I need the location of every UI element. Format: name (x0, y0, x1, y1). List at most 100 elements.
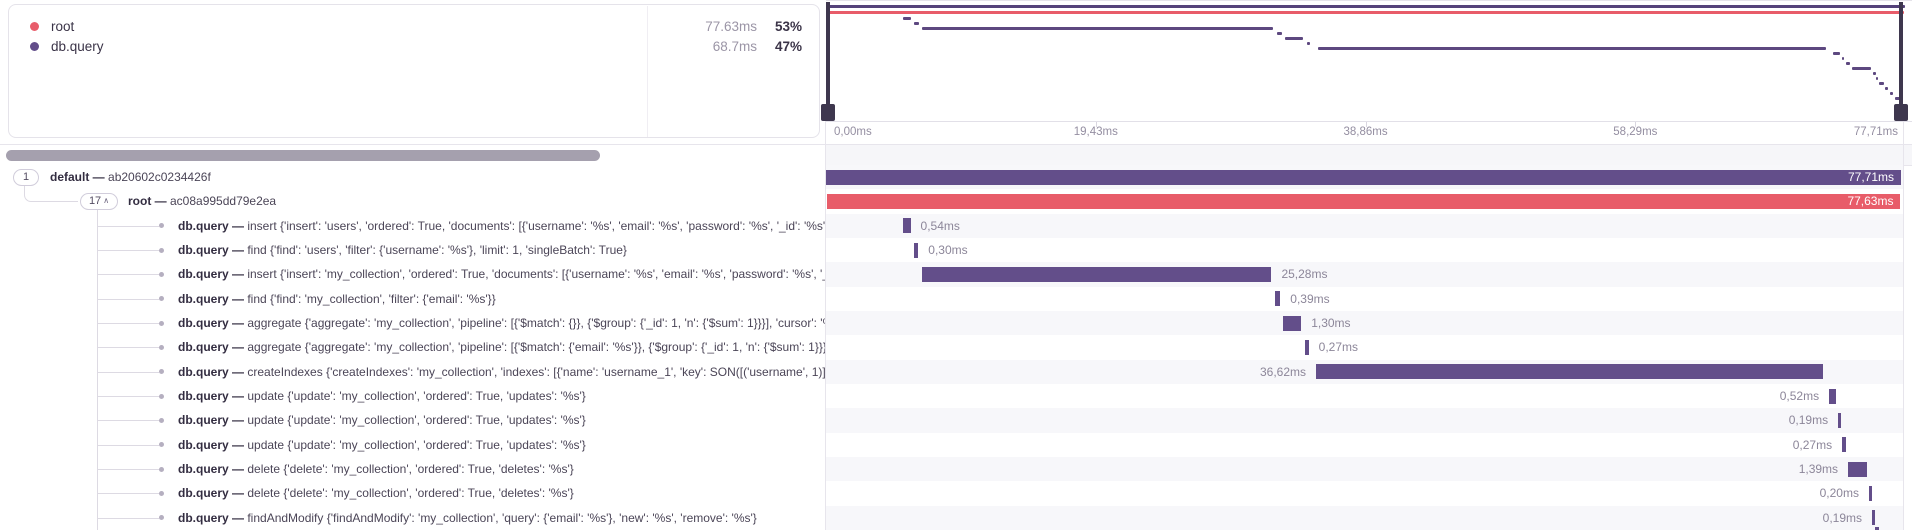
bar-duration-label: 77,71ms (1848, 170, 1895, 185)
span-label: root — ac08a995dd79e2ea (128, 189, 276, 213)
span-duration-bar[interactable] (1838, 412, 1841, 428)
span-duration-bar-clipped[interactable] (1875, 527, 1880, 530)
span-operation-name: root (128, 194, 152, 209)
collapse-badge[interactable]: 17 ∧ (80, 192, 118, 210)
span-name-separator: — (228, 510, 248, 525)
minimap-right-handle[interactable] (1899, 2, 1903, 104)
span-duration-bar[interactable] (1842, 437, 1846, 453)
tree-connector-dot (159, 344, 164, 350)
waterfall-row: 0,39ms (826, 287, 1903, 311)
span-duration-bar[interactable] (1316, 364, 1823, 380)
tree-row-db.query[interactable]: db.query — insert {'insert': 'users', 'o… (0, 213, 825, 238)
legend-item-db.query[interactable]: db.query 68.7ms 47% (9, 37, 819, 57)
tree-row-default[interactable]: 1 default — ab20602c0234426f (0, 165, 825, 190)
span-operation-name: default (50, 170, 90, 184)
span-duration-bar[interactable] (903, 218, 911, 234)
span-name-separator: — (228, 364, 248, 379)
tree-row-db.query[interactable]: db.query — insert {'insert': 'my_collect… (0, 262, 825, 287)
legend-percent: 47% (774, 39, 802, 54)
tree-connector-line (97, 250, 159, 252)
axis-tick-mark (1635, 122, 1637, 127)
bar-duration-label: 0,52ms (1779, 389, 1820, 404)
minimap-span-root (826, 11, 1905, 14)
span-duration-bar[interactable]: 77,71ms (826, 169, 1902, 185)
waterfall-header-strip (826, 145, 1912, 165)
chevron-up-icon[interactable]: ∧ (103, 195, 110, 205)
tree-row-db.query[interactable]: db.query — update {'update': 'my_collect… (0, 432, 825, 457)
waterfall-row: 0,52ms (826, 384, 1903, 408)
span-name-separator: — (228, 461, 248, 476)
tree-connector-dot (159, 247, 164, 253)
tree-row-db.query[interactable]: db.query — findAndModify {'findAndModify… (0, 505, 825, 530)
minimap-span-child (1885, 87, 1889, 90)
legend-span-name: db.query (51, 39, 104, 54)
span-duration-bar[interactable] (1871, 510, 1875, 526)
waterfall-row: 25,28ms (826, 262, 1903, 287)
tree-connector-dot (159, 271, 164, 277)
span-duration-bar[interactable] (1829, 388, 1837, 404)
span-duration-bar[interactable] (1848, 461, 1868, 477)
span-duration-bar[interactable] (1868, 485, 1872, 501)
axis-tick-label: 58,29ms (1613, 126, 1658, 138)
tree-row-db.query[interactable]: db.query — find {'find': 'my_collection'… (0, 286, 825, 311)
tree-row-db.query[interactable]: db.query — find {'find': 'users', 'filte… (0, 237, 825, 263)
span-detail-text: find {'find': 'users', 'filter': {'usern… (247, 242, 627, 257)
waterfall-row: 0,30ms (826, 238, 1903, 262)
waterfall-row: 0,19ms (826, 505, 1903, 530)
span-label: db.query — find {'find': 'my_collection'… (178, 287, 496, 311)
span-label: db.query — update {'update': 'my_collect… (178, 433, 586, 457)
collapse-badge[interactable]: 1 (13, 168, 39, 186)
minimap-span-child (1879, 82, 1885, 85)
span-name-separator: — (228, 218, 248, 233)
axis-tick-label: 38,86ms (1343, 126, 1388, 138)
tree-connector-dot (159, 417, 164, 423)
vertical-scrollbar-track[interactable] (1903, 122, 1904, 530)
span-duration-bar[interactable] (1274, 291, 1281, 307)
minimap-right-handle-grip[interactable] (1894, 104, 1908, 121)
span-name-separator: — (228, 413, 248, 428)
waterfall-row: 0,27ms (826, 433, 1903, 457)
tree-row-db.query[interactable]: db.query — update {'update': 'my_collect… (0, 383, 825, 409)
tree-connector-line (97, 371, 159, 373)
legend-duration: 68.7ms (712, 39, 757, 54)
tree-row-db.query[interactable]: db.query — delete {'delete': 'my_collect… (0, 456, 825, 482)
minimap-span-child (1841, 57, 1845, 60)
tree-row-root[interactable]: 17 ∧ root — ac08a995dd79e2ea (0, 189, 825, 214)
span-detail-text: insert {'insert': 'my_collection', 'orde… (247, 267, 825, 282)
span-name-separator: — (89, 170, 109, 184)
bar-duration-label: 0,20ms (1819, 486, 1859, 501)
minimap-left-handle-grip[interactable] (821, 104, 835, 121)
span-detail-text: ac08a995dd79e2ea (170, 194, 277, 209)
minimap-span-child (1889, 92, 1894, 95)
axis-tick-label: 19,43ms (1073, 126, 1118, 138)
minimap-span-child (1284, 37, 1303, 40)
axis-tick-label: 77,71ms (1853, 126, 1898, 138)
span-detail-text: find {'find': 'my_collection', 'filter':… (247, 291, 496, 306)
tree-row-db.query[interactable]: db.query — delete {'delete': 'my_collect… (0, 481, 825, 506)
span-detail-text: update {'update': 'my_collection', 'orde… (247, 413, 586, 428)
tree-row-db.query[interactable]: db.query — aggregate {'aggregate': 'my_c… (0, 335, 825, 360)
tree-row-db.query[interactable]: db.query — update {'update': 'my_collect… (0, 408, 825, 433)
span-duration-bar[interactable] (921, 266, 1272, 282)
span-detail-text: insert {'insert': 'users', 'ordered': Tr… (247, 218, 825, 233)
span-detail-text: delete {'delete': 'my_collection', 'orde… (247, 486, 574, 501)
waterfall-row: 36,62ms (826, 359, 1903, 384)
minimap-span-child (1851, 67, 1872, 70)
minimap-left-handle[interactable] (826, 2, 830, 104)
minimap-span-child (1832, 52, 1841, 55)
tree-row-db.query[interactable]: db.query — createIndexes {'createIndexes… (0, 359, 825, 384)
span-name-separator: — (228, 437, 248, 452)
span-duration-bar[interactable] (914, 242, 919, 258)
minimap-span-child (1895, 97, 1902, 100)
tree-row-db.query[interactable]: db.query — aggregate {'aggregate': 'my_c… (0, 310, 825, 336)
bar-duration-label: 0,19ms (1788, 413, 1829, 428)
span-label: db.query — aggregate {'aggregate': 'my_c… (178, 335, 825, 359)
span-operation-name: db.query (178, 218, 229, 233)
horizontal-scrollbar-thumb[interactable] (6, 150, 600, 161)
span-duration-bar[interactable] (1283, 315, 1302, 331)
legend-item-root[interactable]: root 77.63ms 53% (9, 17, 819, 37)
span-duration-bar[interactable] (1304, 339, 1309, 355)
span-duration-bar[interactable]: 77,63ms (826, 193, 1901, 209)
